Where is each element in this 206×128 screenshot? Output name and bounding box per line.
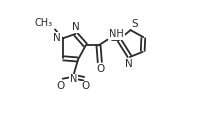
Text: N: N	[72, 22, 80, 32]
Text: S: S	[132, 19, 138, 29]
Text: N: N	[70, 74, 77, 84]
Text: O: O	[57, 81, 65, 91]
Text: O: O	[96, 64, 105, 74]
Text: O: O	[82, 81, 90, 91]
Text: N: N	[53, 33, 61, 43]
Text: N: N	[125, 59, 133, 69]
Text: CH₃: CH₃	[35, 18, 53, 28]
Text: NH: NH	[109, 29, 124, 39]
